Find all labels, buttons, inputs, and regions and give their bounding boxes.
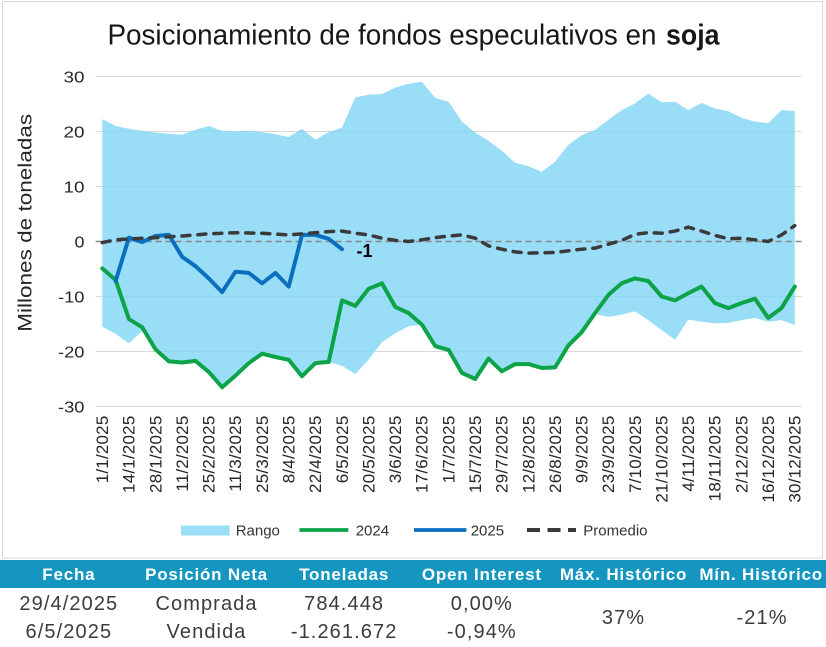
svg-text:2024: 2024 bbox=[356, 523, 389, 540]
svg-text:17/6/2025: 17/6/2025 bbox=[413, 416, 432, 493]
svg-text:21/10/2025: 21/10/2025 bbox=[653, 416, 672, 503]
svg-text:11/3/2025: 11/3/2025 bbox=[226, 416, 245, 492]
svg-text:-10: -10 bbox=[58, 289, 85, 306]
svg-text:Posicionamiento de fondos espe: Posicionamiento de fondos especulativos … bbox=[108, 20, 657, 52]
svg-text:Rango: Rango bbox=[236, 523, 280, 540]
svg-text:12/8/2025: 12/8/2025 bbox=[519, 416, 538, 493]
svg-text:25/3/2025: 25/3/2025 bbox=[253, 416, 272, 493]
svg-text:28/1/2025: 28/1/2025 bbox=[146, 416, 165, 493]
svg-text:-20: -20 bbox=[58, 344, 85, 361]
svg-text:2025: 2025 bbox=[471, 523, 504, 540]
svg-text:29/7/2025: 29/7/2025 bbox=[493, 416, 512, 493]
svg-text:15/7/2025: 15/7/2025 bbox=[466, 416, 485, 493]
svg-text:20/5/2025: 20/5/2025 bbox=[359, 416, 378, 493]
svg-text:16/12/2025: 16/12/2025 bbox=[759, 416, 778, 503]
svg-text:23/9/2025: 23/9/2025 bbox=[599, 416, 618, 493]
svg-text:11/2/2025: 11/2/2025 bbox=[173, 416, 192, 492]
svg-text:30/12/2025: 30/12/2025 bbox=[786, 416, 805, 503]
svg-text:2/12/2025: 2/12/2025 bbox=[732, 416, 751, 493]
svg-text:4/11/2025: 4/11/2025 bbox=[679, 416, 698, 492]
svg-text:-1: -1 bbox=[357, 241, 373, 261]
svg-text:9/9/2025: 9/9/2025 bbox=[573, 416, 592, 484]
svg-text:0: 0 bbox=[75, 234, 85, 251]
svg-text:8/4/2025: 8/4/2025 bbox=[280, 416, 299, 484]
svg-text:25/2/2025: 25/2/2025 bbox=[200, 416, 219, 493]
svg-text:22/4/2025: 22/4/2025 bbox=[306, 416, 325, 493]
svg-text:-30: -30 bbox=[58, 399, 85, 416]
svg-text:1/1/2025: 1/1/2025 bbox=[93, 416, 112, 484]
svg-text:3/6/2025: 3/6/2025 bbox=[386, 416, 405, 484]
svg-text:20: 20 bbox=[64, 124, 85, 141]
svg-text:1/7/2025: 1/7/2025 bbox=[439, 416, 458, 484]
svg-text:soja: soja bbox=[666, 20, 720, 52]
svg-text:Promedio: Promedio bbox=[583, 523, 647, 540]
svg-text:6/5/2025: 6/5/2025 bbox=[333, 416, 352, 484]
svg-text:10: 10 bbox=[64, 179, 85, 196]
svg-text:Millones de toneladas: Millones de toneladas bbox=[15, 114, 36, 332]
svg-text:14/1/2025: 14/1/2025 bbox=[120, 416, 139, 493]
svg-text:26/8/2025: 26/8/2025 bbox=[546, 416, 565, 493]
svg-text:30: 30 bbox=[64, 69, 85, 86]
svg-text:7/10/2025: 7/10/2025 bbox=[626, 416, 645, 493]
svg-text:18/11/2025: 18/11/2025 bbox=[706, 416, 725, 502]
